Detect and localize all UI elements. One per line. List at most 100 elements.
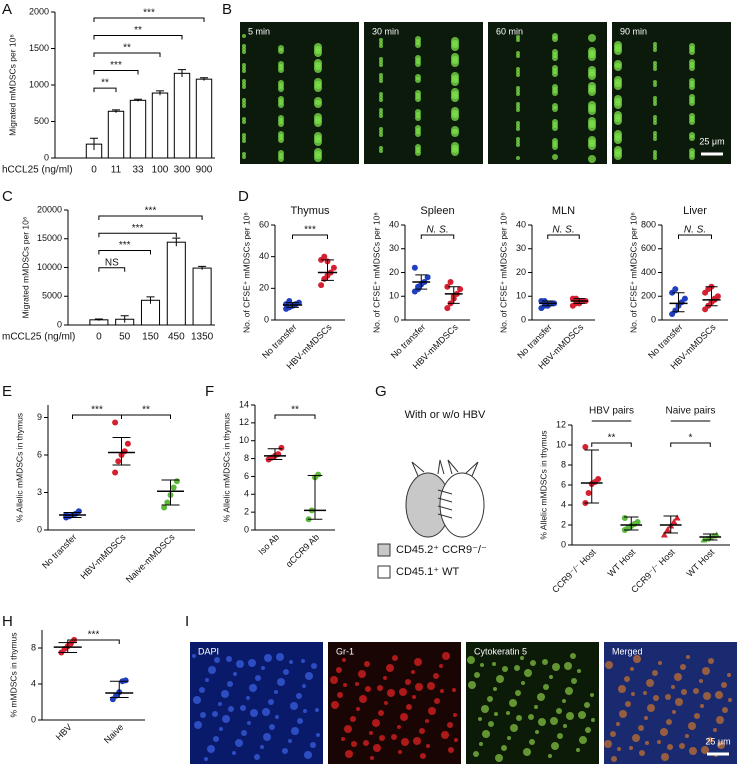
significance-label: *** xyxy=(119,240,131,251)
point xyxy=(595,476,602,482)
cell xyxy=(282,748,288,754)
cell xyxy=(428,707,436,715)
cell xyxy=(204,757,208,761)
cell xyxy=(356,707,360,711)
point xyxy=(621,515,628,521)
y-tick-label: 0 xyxy=(31,714,36,724)
cell xyxy=(707,737,713,743)
cell xyxy=(689,43,695,49)
cell xyxy=(716,716,724,724)
chart-title: Liver xyxy=(683,205,707,217)
cell xyxy=(614,130,622,138)
bar xyxy=(151,92,169,159)
significance-label: *** xyxy=(132,223,144,234)
cell xyxy=(415,74,421,80)
cell xyxy=(379,38,383,42)
cell xyxy=(619,710,627,718)
cell xyxy=(494,712,498,716)
cell xyxy=(358,670,366,678)
x-tick-label: 300 xyxy=(174,165,191,176)
cell xyxy=(564,662,572,670)
significance-bracket xyxy=(678,234,712,239)
cell xyxy=(630,667,634,671)
y-axis-label: Migrated mMDSCs per 10⁶ xyxy=(20,217,30,319)
cell xyxy=(242,120,246,124)
cell xyxy=(440,689,444,693)
y-axis-label: No. of CFSE⁺ mMDSCs per 10⁶ xyxy=(628,212,638,333)
x-tick-label: 900 xyxy=(196,165,213,176)
cell xyxy=(345,750,353,758)
cell xyxy=(611,756,617,762)
significance-label: N. S. xyxy=(552,225,574,236)
y-axis-label: % Allelic mMDSCs in thymus xyxy=(538,430,548,539)
cell xyxy=(314,43,322,51)
image-label: Cytokeratin 5 xyxy=(474,646,527,656)
cell xyxy=(314,78,322,86)
cell xyxy=(310,742,316,748)
cell xyxy=(283,669,289,675)
y-tick-label: 9 xyxy=(37,412,42,422)
error-bar xyxy=(447,286,460,304)
y-tick-label: 1500 xyxy=(29,43,49,53)
cell xyxy=(296,693,302,699)
cell xyxy=(689,94,695,100)
cell xyxy=(566,712,574,720)
error-bar xyxy=(307,475,323,520)
x-tick-label: αCCR9 Ab xyxy=(284,532,321,569)
cell xyxy=(379,146,383,150)
cell xyxy=(717,741,725,749)
x-tick-label: 1350 xyxy=(191,332,214,343)
cell xyxy=(672,710,676,714)
point xyxy=(112,419,119,426)
cell xyxy=(588,101,596,109)
y-tick-label: 15000 xyxy=(37,233,62,243)
cell xyxy=(383,676,387,680)
cell xyxy=(605,661,613,669)
cell xyxy=(242,133,246,137)
cell xyxy=(618,685,626,693)
significance-bracket xyxy=(98,250,151,255)
cell xyxy=(372,719,380,727)
cell xyxy=(728,698,732,702)
cell xyxy=(242,66,246,70)
cell xyxy=(384,701,388,705)
cell xyxy=(452,688,456,692)
cell xyxy=(666,719,672,725)
point xyxy=(634,519,641,525)
cell xyxy=(509,699,517,707)
cell xyxy=(351,741,357,747)
cell xyxy=(591,718,595,722)
panel-letter: F xyxy=(205,383,214,400)
y-tick-label: 10000 xyxy=(37,262,62,272)
cell xyxy=(588,47,596,55)
cell xyxy=(653,156,657,160)
x-tick-label: Iso Ab xyxy=(256,532,281,557)
error-bar xyxy=(172,237,181,247)
suture xyxy=(437,489,453,519)
cell xyxy=(242,79,246,83)
significance-bracket xyxy=(274,414,316,419)
cell xyxy=(528,714,534,720)
significance-label: *** xyxy=(304,225,316,236)
cell xyxy=(680,664,686,670)
cell xyxy=(193,696,201,704)
point xyxy=(315,471,322,478)
cell xyxy=(675,698,683,706)
y-tick-label: 10 xyxy=(239,435,249,445)
cell xyxy=(247,721,251,725)
cell xyxy=(336,667,342,673)
cell xyxy=(689,132,695,138)
cell xyxy=(379,114,383,118)
image-label: 60 min xyxy=(496,26,523,36)
cell xyxy=(653,153,657,157)
error-bar xyxy=(415,274,428,290)
cell xyxy=(342,658,346,662)
significance-bracket xyxy=(93,17,205,22)
cell xyxy=(414,658,422,666)
y-tick-label: 20 xyxy=(389,267,399,277)
cell xyxy=(492,662,496,666)
cell xyxy=(302,684,306,688)
cell xyxy=(658,661,662,665)
cell xyxy=(643,691,647,695)
cell xyxy=(314,132,322,140)
